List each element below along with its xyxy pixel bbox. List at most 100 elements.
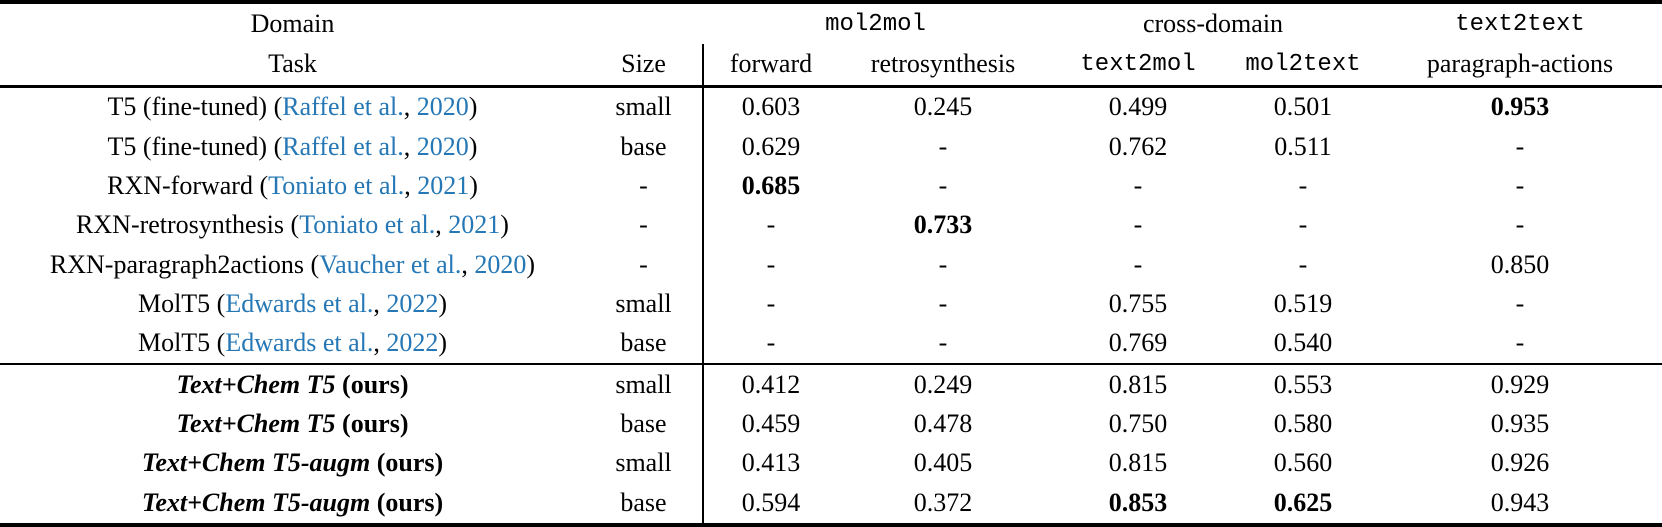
table-row: MolT5 (Edwards et al., 2022) base - - 0.…	[0, 323, 1662, 365]
model-name-suffix: )	[438, 328, 448, 358]
citation-separator: ,	[435, 210, 449, 240]
citation-authors-link[interactable]: Vaucher et al.	[319, 249, 462, 279]
metric-cell: 0.249	[838, 363, 1049, 405]
col-header-forward: forward	[703, 44, 838, 88]
model-cell: RXN-forward (Toniato et al., 2021)	[0, 166, 585, 205]
header-group-mol2mol: mol2mol	[825, 10, 926, 38]
metric-cell: 0.762	[1108, 131, 1168, 161]
header-domain: Domain	[250, 9, 335, 38]
model-name: T5 (fine-tuned) (	[107, 92, 283, 122]
model-name-suffix: )	[526, 249, 536, 279]
model-cell: MolT5 (Edwards et al., 2022)	[0, 323, 585, 364]
metric-cell: 0.501	[1273, 92, 1333, 122]
metric-cell: 0.769	[1108, 328, 1168, 358]
metric-cell: -	[938, 328, 948, 358]
citation-authors-link[interactable]: Raffel et al.	[282, 92, 404, 122]
model-name: Text+Chem T5	[176, 369, 336, 399]
citation-year-link[interactable]: 2022	[386, 288, 439, 318]
citation-year-link[interactable]: 2020	[474, 249, 527, 279]
model-cell: T5 (fine-tuned) (Raffel et al., 2020)	[0, 86, 585, 127]
metric-cell: -	[1515, 131, 1525, 161]
size-cell: small	[585, 86, 704, 128]
citation-year-link[interactable]: 2021	[417, 171, 470, 201]
citation-year-link[interactable]: 2020	[416, 92, 469, 122]
metric-cell: -	[1298, 210, 1308, 240]
metric-cell: -	[766, 210, 776, 240]
table-row: Text+Chem T5 (ours) base 0.459 0.478 0.7…	[0, 404, 1662, 444]
baselines-section: T5 (fine-tuned) (Raffel et al., 2020) sm…	[0, 86, 1662, 365]
metric-cell: -	[1298, 249, 1308, 279]
model-name: RXN-forward (	[107, 171, 269, 201]
model-name: MolT5 (	[137, 288, 226, 318]
size-cell: base	[585, 323, 704, 365]
header-task: Task	[0, 44, 585, 88]
metric-cell: 0.499	[1108, 92, 1168, 122]
metric-cell: 0.511	[1274, 131, 1332, 161]
metric-cell: -	[938, 131, 948, 161]
metric-cell: -	[1133, 249, 1143, 279]
model-name: Text+Chem T5-augm	[141, 448, 371, 478]
citation-authors-link[interactable]: Edwards et al.	[225, 288, 374, 318]
table-row: RXN-forward (Toniato et al., 2021) - 0.6…	[0, 166, 1662, 206]
citation-authors-link[interactable]: Toniato et al.	[268, 171, 405, 201]
model-name-suffix: )	[438, 288, 448, 318]
model-name: Text+Chem T5-augm	[141, 488, 371, 518]
ours-section: Text+Chem T5 (ours) small 0.412 0.249 0.…	[0, 363, 1662, 525]
citation-year-link[interactable]: 2020	[416, 131, 469, 161]
citation-authors-link[interactable]: Edwards et al.	[225, 328, 374, 358]
metric-cell: 0.850	[1490, 249, 1550, 279]
model-cell: RXN-retrosynthesis (Toniato et al., 2021…	[0, 206, 585, 245]
table-row: RXN-retrosynthesis (Toniato et al., 2021…	[0, 205, 1662, 245]
metric-cell: -	[1515, 210, 1525, 240]
metric-cell: 0.733	[913, 210, 973, 240]
table-row: Text+Chem T5-augm (ours) small 0.413 0.4…	[0, 443, 1662, 484]
metric-cell: 0.519	[1273, 288, 1333, 318]
metric-cell: 0.459	[741, 409, 801, 439]
citation-separator: ,	[373, 328, 387, 358]
model-name-suffix: )	[468, 92, 478, 122]
metric-cell: 0.603	[741, 92, 801, 122]
header-group-text2text: text2text	[1455, 10, 1585, 38]
header-size: Size	[585, 44, 704, 88]
metric-cell: 0.625	[1273, 488, 1333, 518]
metric-cell: -	[766, 288, 776, 318]
metric-cell: -	[938, 249, 948, 279]
table-row: Text+Chem T5-augm (ours) base 0.594 0.37…	[0, 483, 1662, 525]
header-group-row: Domain mol2mol cross-domain text2text	[0, 2, 1662, 44]
size-cell: base	[585, 127, 704, 167]
ours-label: (ours)	[335, 369, 409, 399]
metric-cell: 0.929	[1378, 363, 1662, 405]
model-cell: Text+Chem T5-augm (ours)	[0, 444, 585, 483]
model-cell: RXN-paragraph2actions (Vaucher et al., 2…	[0, 245, 585, 284]
table-header: Domain mol2mol cross-domain text2text Ta…	[0, 2, 1662, 88]
citation-year-link[interactable]: 2021	[448, 210, 501, 240]
col-header-mol2text: mol2text	[1228, 44, 1379, 88]
metric-cell: -	[1298, 171, 1308, 201]
table-row: T5 (fine-tuned) (Raffel et al., 2020) ba…	[0, 127, 1662, 167]
citation-separator: ,	[373, 288, 387, 318]
metric-cell: 0.478	[913, 409, 973, 439]
metric-cell: 0.935	[1490, 409, 1550, 439]
citation-authors-link[interactable]: Raffel et al.	[282, 131, 404, 161]
metric-cell: -	[938, 171, 948, 201]
metric-cell: 0.405	[913, 448, 973, 478]
col-header-paragraph-actions: paragraph-actions	[1378, 44, 1662, 88]
model-name: RXN-retrosynthesis (	[76, 210, 300, 240]
metric-cell: 0.372	[913, 488, 973, 518]
metric-cell: 0.943	[1490, 488, 1550, 518]
citation-year-link[interactable]: 2022	[386, 328, 439, 358]
metric-cell: 0.815	[1108, 448, 1168, 478]
citation-separator: ,	[403, 131, 417, 161]
metric-cell: 0.750	[1108, 409, 1168, 439]
model-name: RXN-paragraph2actions (	[49, 249, 320, 279]
model-cell: Text+Chem T5 (ours)	[0, 405, 585, 444]
header-subcolumn-row: Task Size forward retrosynthesis text2mo…	[0, 44, 1662, 88]
model-name: Text+Chem T5	[176, 409, 336, 439]
metric-cell: -	[1133, 171, 1143, 201]
model-cell: Text+Chem T5 (ours)	[0, 363, 585, 405]
size-cell: base	[585, 483, 704, 525]
metric-cell: 0.629	[741, 131, 801, 161]
metric-cell: 0.815	[1048, 363, 1229, 405]
citation-authors-link[interactable]: Toniato et al.	[299, 210, 436, 240]
table-row: RXN-paragraph2actions (Vaucher et al., 2…	[0, 244, 1662, 285]
